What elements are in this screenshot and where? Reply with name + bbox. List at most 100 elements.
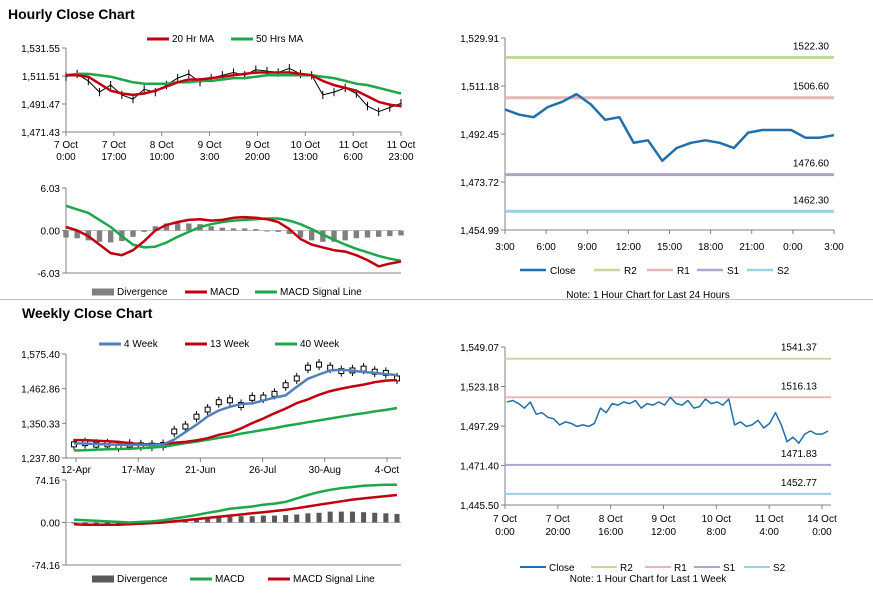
- weekly-40-week-line: [73, 406, 398, 452]
- weekly-candle-body: [193, 413, 200, 420]
- hourly-divergence-bar: [230, 228, 237, 231]
- weekly-close-xtick-date: 7 Oct: [493, 514, 517, 525]
- weekly-price-ytick-label: 1,575.40: [21, 350, 60, 361]
- weekly-candle-body: [215, 399, 222, 406]
- hourly-macd-ytick-label: -6.03: [37, 269, 60, 280]
- hourly-close-xtick-label: 21:00: [739, 242, 764, 253]
- hourly-divergence-bar: [297, 230, 304, 238]
- weekly-divergence-bar: [372, 512, 378, 523]
- hourly-divergence-bar: [320, 230, 326, 242]
- hourly-price-xtick-time: 3:00: [200, 152, 220, 163]
- weekly-candle-body: [360, 365, 367, 372]
- weekly-divergence-bar: [294, 514, 300, 523]
- legend-weekly-r1-label: R1: [674, 563, 687, 574]
- hourly-price-xtick-time: 17:00: [101, 152, 126, 163]
- hourly-close-ytick-label: 1,492.45: [460, 130, 499, 141]
- legend-hourly-s2-label: S2: [777, 266, 790, 277]
- weekly-divergence-bar: [249, 516, 255, 523]
- hourly-divergence-bar: [353, 230, 360, 239]
- hourly-divergence-bar: [141, 230, 147, 232]
- weekly-close-xtick-time: 12:00: [651, 527, 676, 538]
- weekly-13-week-line: [74, 378, 398, 446]
- weekly-candle-body: [226, 397, 233, 404]
- weekly-macd-signal-line: [73, 493, 398, 527]
- weekly-price-xtick-label: 26-Jul: [249, 465, 276, 476]
- hourly-price-xtick-time: 0:00: [56, 152, 76, 163]
- legend-weekly-s2-label: S2: [773, 563, 786, 574]
- hourly-divergence-bar: [241, 228, 248, 231]
- legend-weekly-r2-label: R2: [620, 563, 633, 574]
- weekly-close-xtick-time: 0:00: [495, 527, 515, 538]
- weekly-close-xtick-date: 14 Oct: [807, 514, 837, 525]
- legend-hourly-close-label: Close: [550, 266, 576, 277]
- hourly-divergence-bar: [308, 230, 315, 241]
- hourly-macd-signal-line: [65, 204, 402, 263]
- weekly-candle-body: [204, 406, 211, 413]
- hourly-macd-ytick-label: 6.03: [41, 184, 61, 195]
- hourly-price-xtick-date: 8 Oct: [150, 140, 174, 151]
- weekly-divergence-bar: [271, 515, 277, 523]
- hourly-close-xtick-label: 12:00: [616, 242, 641, 253]
- weekly-close-xtick-date: 9 Oct: [652, 514, 676, 525]
- hourly-price-xtick-date: 9 Oct: [198, 140, 222, 151]
- weekly-candle-body: [316, 361, 323, 368]
- hourly-close-note: Note: 1 Hour Chart for Last 24 Hours: [566, 290, 729, 301]
- legend-weekly-macd-label: MACD: [215, 574, 244, 585]
- hourly-close-ytick-label: 1,473.72: [460, 178, 499, 189]
- weekly-close-xtick-time: 16:00: [598, 527, 623, 538]
- hourly-price-ytick-label: 1,471.43: [21, 128, 60, 139]
- hourly-price-xtick-time: 23:00: [388, 152, 413, 163]
- weekly-close-xtick-date: 8 Oct: [599, 514, 623, 525]
- hourly-macd-ytick-label: 0.00: [41, 227, 61, 238]
- hourly-price-xtick-time: 13:00: [293, 152, 318, 163]
- hourly-close-xtick-label: 0:00: [783, 242, 803, 253]
- weekly-candle-body: [293, 375, 300, 382]
- hourly-divergence-bar: [264, 230, 270, 232]
- weekly-price-ytick-label: 1,237.80: [21, 454, 60, 465]
- hourly-price-ytick-label: 1,491.47: [21, 100, 60, 111]
- hourly-divergence-bar: [331, 230, 337, 242]
- legend-hourly-s1-label: S1: [727, 266, 740, 277]
- weekly-divergence-bar: [327, 511, 333, 523]
- hourly-close-xtick-label: 6:00: [536, 242, 556, 253]
- hourly-r1-level-label: 1506.60: [793, 82, 830, 93]
- hourly-price-xtick-time: 6:00: [343, 152, 363, 163]
- weekly-divergence-bar: [71, 522, 77, 524]
- hourly-macd-line: [65, 215, 402, 268]
- weekly-close-xtick-time: 20:00: [545, 527, 570, 538]
- hourly-price-ytick-label: 1,531.55: [21, 44, 60, 55]
- weekly-divergence-bar: [349, 511, 355, 523]
- legend-hourly-macd-signal-label: MACD Signal Line: [280, 287, 362, 298]
- section-divider: [0, 299, 873, 300]
- weekly-close-xtick-date: 11 Oct: [755, 514, 784, 525]
- legend-weekly-close-label: Close: [549, 563, 575, 574]
- hourly-price-xtick-date: 11 Oct: [339, 140, 368, 151]
- hourly-close-ytick-label: 1,529.91: [460, 34, 499, 45]
- weekly-divergence-bar: [394, 513, 400, 523]
- legend-weekly-macd-signal-label: MACD Signal Line: [293, 574, 375, 585]
- weekly-4-week-line: [74, 368, 398, 447]
- weekly-divergence-bar: [194, 519, 200, 523]
- weekly-s1-level-label: 1471.83: [781, 449, 818, 460]
- legend-weekly-s1-label: S1: [723, 563, 736, 574]
- hourly-close-ytick-label: 1,511.18: [461, 82, 500, 93]
- hourly-divergence-bar: [286, 230, 293, 235]
- hourly-price-xtick-date: 7 Oct: [102, 140, 126, 151]
- legend-20hr-ma-label: 20 Hr MA: [172, 34, 215, 45]
- hourly-divergence-bar: [63, 230, 69, 238]
- hourly-price-xtick-time: 10:00: [149, 152, 174, 163]
- hourly-s2-level-label: 1462.30: [793, 195, 830, 206]
- legend-40-week-label: 40 Week: [300, 339, 340, 350]
- weekly-close-xtick-time: 8:00: [707, 527, 727, 538]
- hourly-price-xtick-date: 7 Oct: [54, 140, 78, 151]
- hourly-divergence-bar: [96, 230, 103, 242]
- hourly-divergence-bar: [375, 230, 382, 237]
- hourly-divergence-bar: [208, 226, 214, 231]
- hourly-price-ytick-label: 1,511.51: [22, 72, 61, 83]
- hourly-price-xtick-date: 10 Oct: [291, 140, 321, 151]
- weekly-macd-ytick-label: 74.16: [35, 476, 60, 487]
- hourly-divergence-bar: [107, 230, 114, 243]
- hourly-close-ytick-label: 1,454.99: [460, 226, 499, 237]
- weekly-close-xtick-time: 0:00: [812, 527, 832, 538]
- weekly-price-xtick-label: 17-May: [122, 465, 155, 476]
